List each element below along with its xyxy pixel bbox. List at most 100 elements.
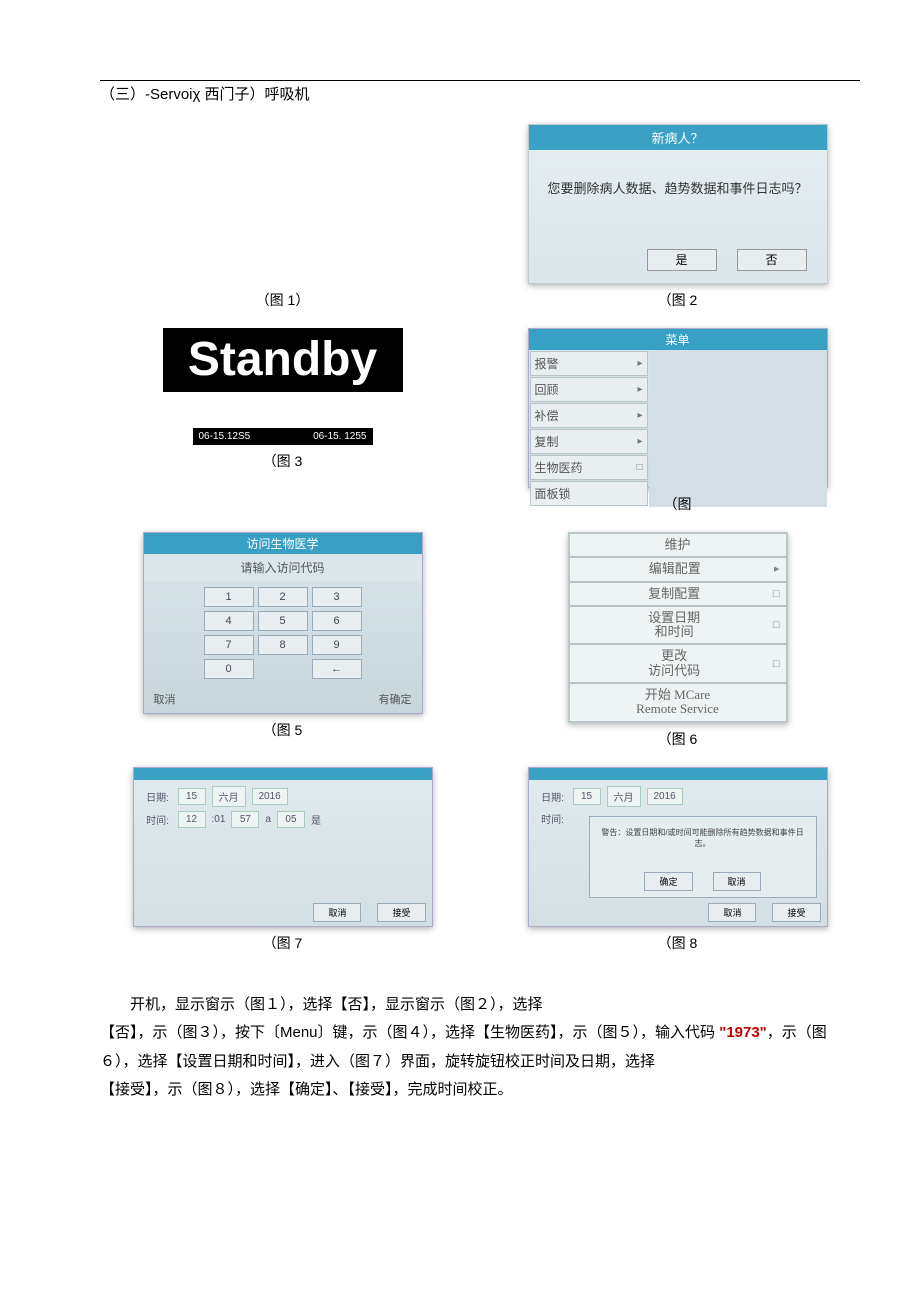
time2: 06-15. 1255 xyxy=(313,431,366,442)
menu-item[interactable]: 面板锁 xyxy=(530,481,648,506)
menu-item-label: 面板锁 xyxy=(535,485,571,502)
fig2-yes-button[interactable]: 是 xyxy=(647,249,717,271)
fig5-caption: （图 5 xyxy=(100,720,465,740)
key-5[interactable]: 5 xyxy=(258,611,308,631)
para-2: 【否】，示（图３），按下〔Menu〕键，示（图４），选择【生物医药】，示（图５）… xyxy=(100,1019,860,1076)
date-label: 日期: xyxy=(144,789,172,804)
para-3: 【接受】，示（图８），选择【确定】、【接受】，完成时间校正。 xyxy=(100,1076,860,1105)
key-1[interactable]: 1 xyxy=(204,587,254,607)
fig2-text: 您要删除病人数据、趋势数据和事件日志吗？ xyxy=(529,150,827,225)
date-day[interactable]: 15 xyxy=(178,788,206,805)
fig8-cancel2-button[interactable]: 取消 xyxy=(708,903,756,922)
menu-item[interactable]: 回顾▸ xyxy=(530,377,648,402)
page-icon: □ xyxy=(773,658,780,670)
chevron-right-icon: ▸ xyxy=(637,436,642,447)
fig4-list: 报警 ▸ 回顾▸ 补偿 ▸ 复制 ▸ 生物医药□ 面板锁 xyxy=(529,350,649,507)
fig2-dialog: 新病人？ 您要删除病人数据、趋势数据和事件日志吗？ 是 否 xyxy=(528,124,828,284)
key-3[interactable]: 3 xyxy=(312,587,362,607)
settings-label: 复制配置 xyxy=(576,587,773,601)
date-label: 日期: xyxy=(539,789,567,804)
fig7-accept-button[interactable]: 接受 xyxy=(377,903,425,922)
fig2-no-button[interactable]: 否 xyxy=(737,249,807,271)
time-a: a xyxy=(265,814,271,825)
settings-label: 维护 xyxy=(576,538,780,552)
fig5-cancel[interactable]: 取消 xyxy=(154,691,176,707)
fig8-warning-text: 警告：设置日期和/或时间可能删除所有趋势数据和事件日志。 xyxy=(590,817,816,859)
time-h[interactable]: 12 xyxy=(178,811,206,828)
settings-label: 设置日期 和时间 xyxy=(576,611,773,640)
menu-item[interactable]: 报警 ▸ xyxy=(530,351,648,376)
fig5-ok[interactable]: 有确定 xyxy=(379,691,412,707)
time-label: 时间: xyxy=(144,812,172,827)
fig8-panel: 日期: 15 六月 2016 时间: 警告：设置日期和/或时间可能删除所有趋势数… xyxy=(528,767,828,927)
key-7[interactable]: 7 xyxy=(204,635,254,655)
instructions-text: 开机，显示窗示（图１），选择【否】，显示窗示（图２），选择 【否】，示（图３），… xyxy=(100,991,860,1105)
fig2-title: 新病人？ xyxy=(529,125,827,150)
code-1973: "1973" xyxy=(719,1024,767,1041)
fig1-caption: （图 1） xyxy=(100,290,465,310)
menu-item-label: 报警 xyxy=(535,355,559,372)
fig2-cell: 新病人？ 您要删除病人数据、趋势数据和事件日志吗？ 是 否 （图 2 xyxy=(495,124,860,324)
time1: 06-15.12S5 xyxy=(199,431,251,442)
fig4-menu: 菜单 报警▸ 回顾▸ 补偿▸ 复制▸ 生物医药□ 面板锁 xyxy=(528,328,828,488)
key-back[interactable]: ← xyxy=(312,659,362,679)
menu-item[interactable]: 补偿 ▸ xyxy=(530,403,648,428)
fig4-cell: 菜单 报警▸ 回顾▸ 补偿▸ 复制▸ 生物医药□ 面板锁 （图 xyxy=(495,328,860,528)
settings-item[interactable]: 编辑配置▸ xyxy=(569,557,787,581)
time-label: 时间: xyxy=(539,811,567,826)
fig5-keypad: 访问生物医学 请输入访问代码 1 2 3 4 5 6 7 8 9 0 ← 取消 … xyxy=(143,532,423,714)
time-m[interactable]: 57 xyxy=(231,811,259,828)
key-8[interactable]: 8 xyxy=(258,635,308,655)
standby-times: 06-15.12S5 06-15. 1255 xyxy=(193,428,373,445)
settings-label: 编辑配置 xyxy=(576,562,774,576)
date-month[interactable]: 六月 xyxy=(607,786,641,807)
page-icon: □ xyxy=(636,462,642,473)
fig8-caption: （图 8 xyxy=(495,933,860,953)
fig7-cancel-button[interactable]: 取消 xyxy=(313,903,361,922)
key-4[interactable]: 4 xyxy=(204,611,254,631)
menu-item-label: 复制 xyxy=(535,433,559,450)
fig7-caption: （图 7 xyxy=(100,933,465,953)
section-title: （三）-Servoiχ 西门子）呼吸机 xyxy=(100,80,860,104)
standby-label: Standby xyxy=(163,328,403,392)
fig7-cell: 日期: 15 六月 2016 时间: 12 :01 57 a 05 是 取消 接… xyxy=(100,767,465,967)
key-6[interactable]: 6 xyxy=(312,611,362,631)
fig5-cell: 访问生物医学 请输入访问代码 1 2 3 4 5 6 7 8 9 0 ← 取消 … xyxy=(100,532,465,763)
fig8-cell: 日期: 15 六月 2016 时间: 警告：设置日期和/或时间可能删除所有趋势数… xyxy=(495,767,860,967)
fig2-caption: （图 2 xyxy=(495,290,860,310)
figures-grid: （图 1） 新病人？ 您要删除病人数据、趋势数据和事件日志吗？ 是 否 （图 2… xyxy=(100,124,860,967)
settings-label: 更改 访问代码 xyxy=(576,649,773,678)
chevron-right-icon: ▸ xyxy=(774,563,780,575)
menu-item-label: 补偿 xyxy=(535,407,559,424)
fig5-subtitle: 请输入访问代码 xyxy=(144,554,422,581)
chevron-right-icon: ▸ xyxy=(637,358,642,369)
fig8-accept-button[interactable]: 接受 xyxy=(772,903,820,922)
settings-item[interactable]: 复制配置□ xyxy=(569,582,787,606)
page-icon: □ xyxy=(773,619,780,631)
key-2[interactable]: 2 xyxy=(258,587,308,607)
date-month[interactable]: 六月 xyxy=(212,786,246,807)
fig7-panel: 日期: 15 六月 2016 时间: 12 :01 57 a 05 是 取消 接… xyxy=(133,767,433,927)
key-9[interactable]: 9 xyxy=(312,635,362,655)
fig3-caption: （图 3 xyxy=(100,451,465,471)
menu-item-label: 回顾 xyxy=(535,381,559,398)
date-day[interactable]: 15 xyxy=(573,788,601,805)
fig6-caption: （图 6 xyxy=(495,729,860,749)
menu-item[interactable]: 生物医药□ xyxy=(530,455,648,480)
date-year[interactable]: 2016 xyxy=(647,788,683,805)
settings-item[interactable]: 开始 MCare Remote Service xyxy=(569,683,787,722)
fig8-ok-button[interactable]: 确定 xyxy=(644,872,692,891)
fig6-settings: 维护 编辑配置▸ 复制配置□ 设置日期 和时间□ 更改 访问代码□ 开始 MCa… xyxy=(568,532,788,723)
time-sep: :01 xyxy=(212,814,226,825)
date-year[interactable]: 2016 xyxy=(252,788,288,805)
key-0[interactable]: 0 xyxy=(204,659,254,679)
menu-item[interactable]: 复制 ▸ xyxy=(530,429,648,454)
time-s[interactable]: 05 xyxy=(277,811,305,828)
fig6-cell: 维护 编辑配置▸ 复制配置□ 设置日期 和时间□ 更改 访问代码□ 开始 MCa… xyxy=(495,532,860,763)
settings-item[interactable]: 维护 xyxy=(569,533,787,557)
chevron-right-icon: ▸ xyxy=(637,410,642,421)
settings-item[interactable]: 设置日期 和时间□ xyxy=(569,606,787,645)
settings-item[interactable]: 更改 访问代码□ xyxy=(569,644,787,683)
fig8-cancel-button[interactable]: 取消 xyxy=(713,872,761,891)
fig5-title: 访问生物医学 xyxy=(144,533,422,554)
